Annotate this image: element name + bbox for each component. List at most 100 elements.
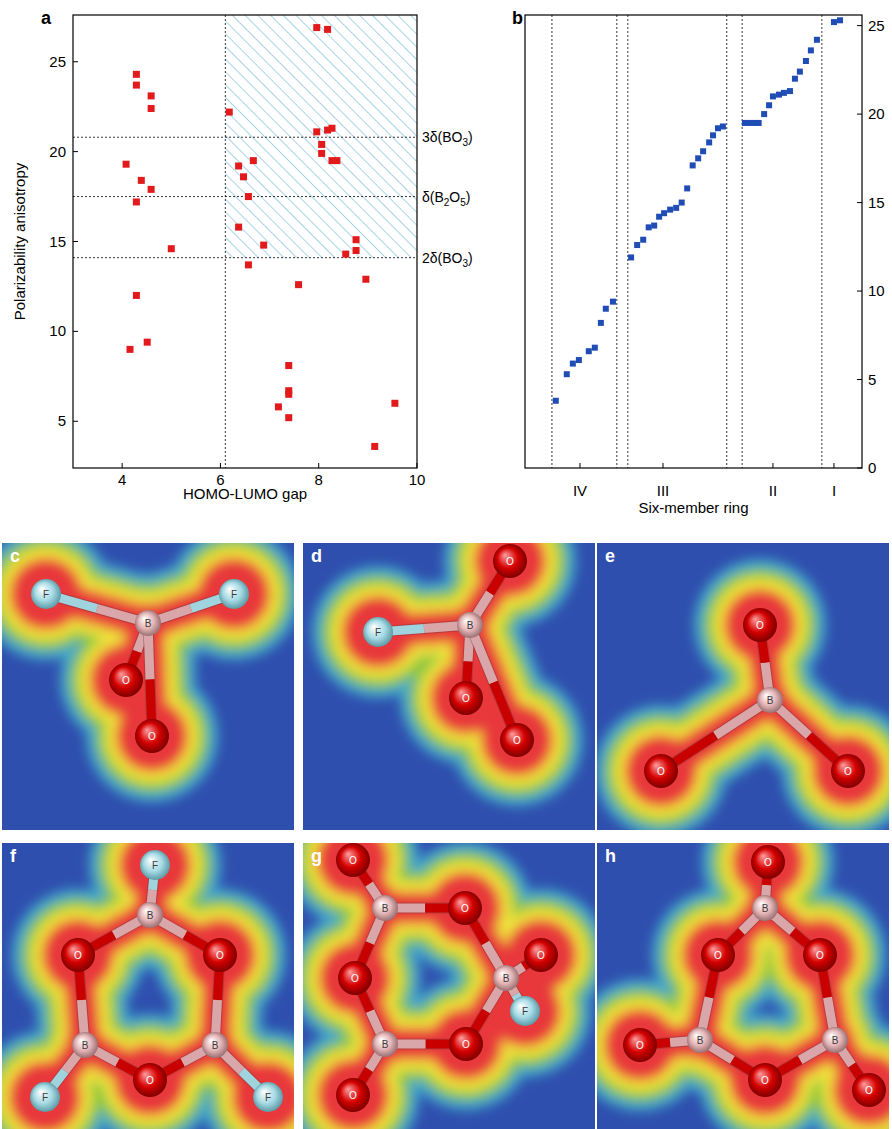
atom-label: O: [122, 675, 130, 686]
atom-label: O: [74, 950, 82, 961]
atom: [448, 891, 482, 925]
point: [133, 292, 140, 299]
point: [592, 345, 598, 351]
reference-line: [225, 15, 226, 468]
panel-letter: c: [10, 546, 20, 566]
atom: [31, 579, 61, 609]
tick: [833, 463, 834, 468]
atom: [336, 843, 370, 877]
atom-label: O: [636, 1040, 644, 1051]
atom-label: F: [152, 860, 158, 871]
plot-a: [73, 15, 417, 468]
atom: [338, 961, 372, 995]
structure-panel: FFBOO: [2, 543, 294, 830]
group-boundary: [821, 15, 822, 468]
atom-label: O: [146, 1075, 154, 1086]
point: [391, 400, 398, 407]
point: [640, 237, 646, 243]
point: [250, 157, 257, 164]
elf-background: [597, 543, 889, 830]
point: [570, 361, 576, 367]
panel-letter: g: [311, 846, 322, 866]
atom-label: F: [42, 1092, 48, 1103]
group-label: III: [657, 482, 670, 499]
atom: [831, 754, 865, 788]
panel-letter: d: [311, 546, 322, 566]
tick-label: 20: [868, 105, 885, 122]
elf-atom: [212, 1041, 294, 1129]
point: [781, 90, 787, 96]
tick: [73, 151, 78, 152]
atom-label: B: [382, 1039, 389, 1050]
atom-label: F: [522, 1006, 528, 1017]
elf-atom: [604, 1009, 676, 1081]
point: [628, 254, 634, 260]
point: [328, 125, 335, 132]
point: [318, 141, 325, 148]
tick: [857, 114, 862, 115]
atom: [133, 1063, 167, 1097]
point: [324, 26, 331, 33]
atom: [510, 996, 540, 1026]
point: [787, 88, 793, 94]
atom: [219, 579, 249, 609]
elf-atom: [801, 724, 889, 818]
point: [634, 242, 640, 248]
atom: [72, 1032, 98, 1058]
elf-atom: [198, 558, 270, 630]
tick: [73, 421, 78, 422]
atom-label: O: [506, 556, 514, 567]
atom-label: O: [714, 950, 722, 961]
point: [371, 443, 378, 450]
plot-b: [552, 15, 843, 468]
point: [148, 92, 155, 99]
atom: [852, 1073, 886, 1107]
atom-label: B: [503, 973, 510, 984]
tick: [857, 468, 862, 469]
point: [144, 339, 151, 346]
point: [710, 132, 716, 138]
atom: [449, 1027, 483, 1061]
elf-map: [2, 843, 294, 1129]
point: [148, 105, 155, 112]
tick-label: 15: [49, 233, 66, 250]
point: [133, 82, 140, 89]
atom: [457, 612, 483, 638]
atom: [623, 1028, 657, 1062]
tick-label: 0: [868, 459, 876, 476]
point: [667, 207, 673, 213]
atom: [500, 723, 534, 757]
atom-label: O: [816, 950, 824, 961]
tick-label: 25: [49, 53, 66, 70]
atom-label: B: [82, 1040, 89, 1051]
atom: [687, 1027, 713, 1053]
atom: [135, 610, 161, 636]
point: [797, 69, 803, 75]
bond-shadow: [470, 625, 517, 740]
reference-label: 2δ(BO3): [422, 250, 473, 269]
atom: [757, 687, 783, 713]
atom: [336, 1078, 370, 1112]
elf-atom: [671, 908, 765, 1002]
group-label: IV: [573, 482, 587, 499]
point: [690, 162, 696, 168]
elf-atom: [331, 585, 425, 679]
point: [133, 198, 140, 205]
atom: [701, 938, 735, 972]
point: [226, 109, 233, 116]
atom-label: O: [349, 855, 357, 866]
point: [313, 128, 320, 135]
tick: [857, 202, 862, 203]
tick: [122, 463, 123, 468]
elf-atom: [729, 1044, 801, 1116]
atom-label: O: [148, 731, 156, 742]
atom-label: F: [231, 589, 237, 600]
point: [761, 111, 767, 117]
point: [133, 71, 140, 78]
point: [673, 205, 679, 211]
point: [285, 391, 292, 398]
point: [235, 163, 242, 170]
axis-title: HOMO-LUMO gap: [183, 485, 307, 502]
structure-panel: OBOOBBOOO: [597, 843, 889, 1129]
point: [318, 150, 325, 157]
